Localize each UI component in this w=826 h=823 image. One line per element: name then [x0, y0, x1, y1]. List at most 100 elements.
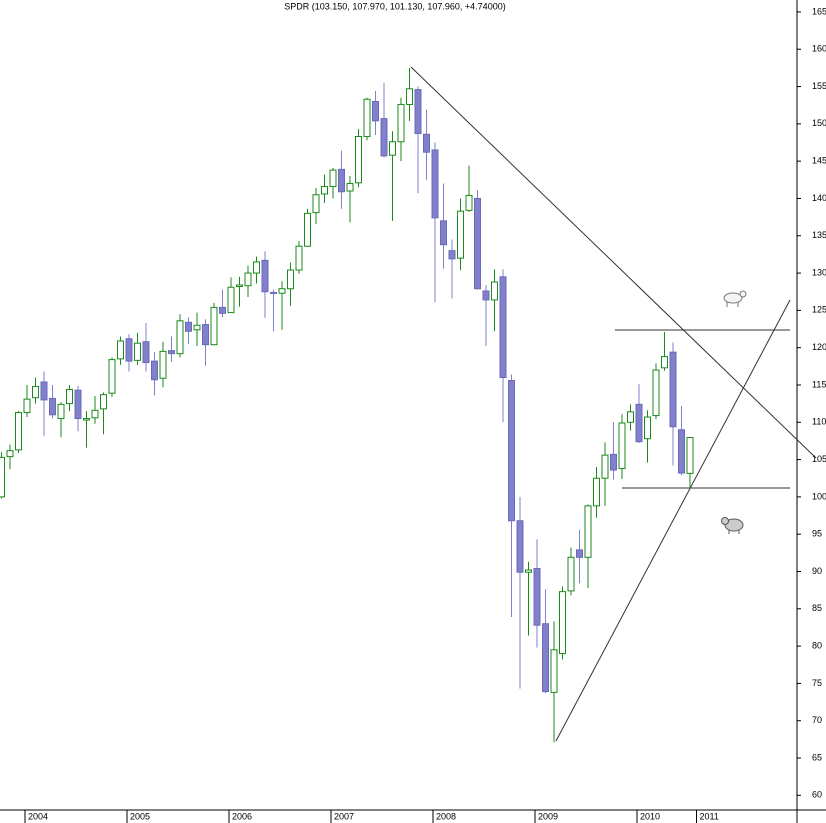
candle-body — [151, 360, 158, 381]
candle-body — [372, 100, 379, 122]
resistance-line — [410, 66, 817, 459]
candle-body — [397, 103, 405, 143]
candle-body — [202, 324, 209, 346]
y-tick-label: 145 — [812, 156, 826, 166]
candle-body — [321, 186, 328, 195]
candle-body — [295, 245, 303, 271]
candle-body — [593, 477, 600, 507]
y-tick-label: 80 — [812, 640, 822, 650]
x-tick-label: 2011 — [700, 811, 719, 821]
candle-body — [576, 549, 583, 558]
candle-body — [652, 369, 660, 417]
y-tick-label: 155 — [812, 81, 826, 91]
y-tick-label: 105 — [812, 454, 826, 464]
y-tick-label: 140 — [812, 193, 826, 203]
candle-body — [227, 286, 235, 314]
candle-body — [49, 397, 56, 416]
candle-body — [74, 389, 82, 420]
candle-body — [40, 381, 48, 401]
candle-body — [465, 194, 473, 211]
candle-body — [57, 403, 65, 420]
y-tick-label: 90 — [812, 566, 822, 576]
candle-body — [253, 261, 260, 274]
y-tick-label: 110 — [812, 417, 826, 427]
candle-body — [516, 520, 524, 573]
candle-body — [244, 272, 252, 287]
bull-icon — [723, 290, 747, 307]
candle-body — [100, 394, 107, 410]
candle-body — [491, 281, 498, 301]
candle-body — [91, 409, 99, 419]
y-tick-label: 85 — [812, 603, 822, 613]
y-tick-label: 130 — [812, 267, 826, 277]
candle-body — [635, 403, 643, 443]
x-tick-label: 2007 — [334, 811, 354, 821]
candle-body — [117, 340, 124, 360]
candle-body — [508, 379, 515, 522]
candle-body — [312, 194, 320, 214]
y-tick-label: 125 — [812, 305, 826, 315]
y-tick-label: 120 — [812, 342, 826, 352]
candle-body — [686, 436, 694, 474]
candle-body — [108, 359, 116, 394]
x-tick-label: 2004 — [28, 811, 48, 821]
candle-body — [499, 276, 507, 379]
y-tick-label: 70 — [812, 715, 822, 725]
candle-body — [389, 141, 396, 156]
support-line — [555, 299, 791, 742]
y-tick-label: 100 — [812, 491, 826, 501]
candle-body — [346, 183, 354, 192]
candle-body — [287, 269, 294, 290]
candle-body — [304, 212, 311, 247]
candle-body — [125, 338, 133, 362]
y-tick-label: 65 — [812, 752, 822, 762]
candle-body — [610, 453, 617, 471]
candle-body — [338, 168, 345, 193]
candle-body — [525, 569, 532, 573]
candle-body — [363, 98, 371, 138]
candle-body — [644, 416, 651, 440]
candle-body — [550, 649, 558, 693]
y-tick-label: 160 — [812, 44, 826, 54]
x-tick-label: 2005 — [130, 811, 150, 821]
candle-body — [66, 388, 73, 405]
candle-body — [176, 320, 184, 355]
candle-body — [533, 568, 541, 626]
candle-body — [448, 250, 456, 260]
candle-body — [270, 291, 277, 294]
candle-body — [457, 210, 464, 259]
candle-body — [0, 456, 5, 498]
y-tick-label: 75 — [812, 678, 822, 688]
candle-body — [431, 149, 439, 219]
candle-body — [627, 411, 634, 423]
candle-body — [669, 351, 677, 428]
candle-body — [134, 342, 141, 361]
candle-body — [329, 169, 337, 188]
candle-body — [142, 341, 150, 364]
candle-body — [542, 623, 549, 693]
candle-body — [406, 88, 413, 105]
candle-body — [355, 136, 362, 184]
candle-body — [559, 591, 566, 655]
candle-body — [584, 505, 592, 558]
candle-body — [474, 197, 481, 290]
y-tick-label: 60 — [812, 790, 822, 800]
candle-body — [159, 350, 167, 379]
candle-body — [661, 356, 668, 369]
candle-body — [23, 398, 31, 414]
candle-body — [380, 118, 388, 157]
candle-body — [278, 288, 286, 294]
candle-body — [618, 422, 626, 470]
candle-body — [15, 412, 22, 451]
candle-body — [423, 133, 430, 153]
x-tick-label: 2008 — [436, 811, 456, 821]
candle-body — [440, 220, 447, 246]
candle-body — [414, 89, 422, 135]
chart-title: SPDR (103.150, 107.970, 101.130, 107.960… — [284, 1, 505, 11]
candle-body — [236, 284, 243, 287]
candle-body — [219, 306, 226, 314]
candle-body — [32, 385, 39, 399]
candle-body — [210, 306, 218, 346]
